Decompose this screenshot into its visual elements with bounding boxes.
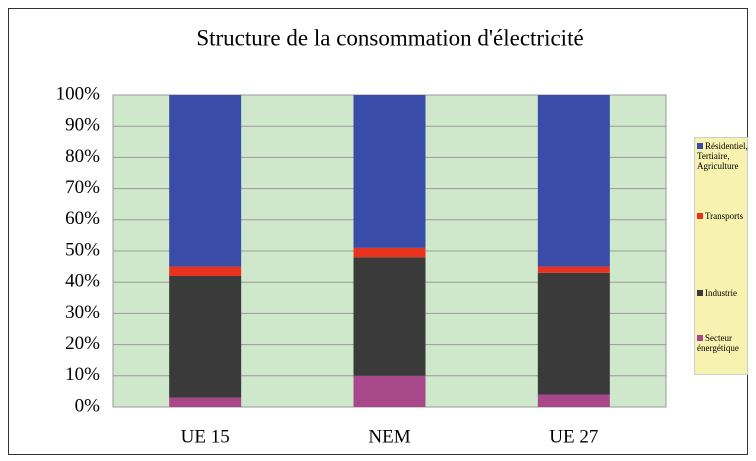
y-tick-label: 40%	[65, 271, 100, 292]
legend-swatch	[697, 213, 703, 219]
x-tick-label: UE 15	[181, 426, 230, 447]
bar-segment	[537, 272, 610, 395]
y-tick-label: 90%	[65, 115, 100, 136]
bar-segment	[169, 397, 242, 407]
legend-label: Secteur énergétique	[697, 333, 739, 353]
bar-segment	[353, 247, 426, 258]
x-tick-label: UE 27	[549, 426, 598, 447]
bar-segment	[537, 95, 610, 267]
legend-label: Industrie	[705, 288, 737, 298]
legend-label: Transports	[705, 211, 744, 221]
legend-label: Résidentiel, Tertiaire, Agriculture	[697, 141, 748, 171]
bar-segment	[353, 95, 426, 248]
y-tick-label: 60%	[65, 208, 100, 229]
legend: Secteur énergétique Industrie Transports Ré…	[694, 137, 748, 375]
y-tick-label: 10%	[65, 364, 100, 385]
y-tick-label: 100%	[56, 83, 101, 104]
legend-swatch	[697, 290, 703, 296]
legend-item: Résidentiel, Tertiaire, Agriculture	[697, 141, 749, 171]
bar-segment	[353, 257, 426, 376]
legend-item: Industrie	[697, 288, 749, 298]
y-tick-label: 70%	[65, 177, 100, 198]
bar-segment	[169, 275, 242, 398]
legend-swatch	[697, 335, 703, 341]
legend-swatch	[697, 143, 703, 149]
bar-segment	[169, 95, 242, 267]
bar-segment	[537, 394, 610, 407]
legend-item: Secteur énergétique	[697, 333, 749, 353]
bar-segment	[537, 266, 610, 273]
legend-item: Transports	[697, 211, 749, 221]
y-tick-label: 80%	[65, 146, 100, 167]
y-tick-label: 50%	[65, 239, 100, 260]
y-tick-label: 30%	[65, 302, 100, 323]
bar-segment	[353, 375, 426, 407]
y-tick-label: 20%	[65, 333, 100, 354]
y-tick-label: 0%	[75, 395, 101, 416]
bar-segment	[169, 266, 242, 276]
x-tick-label: NEM	[368, 426, 410, 447]
chart-title: Structure de la consommation d'électrici…	[196, 25, 583, 50]
